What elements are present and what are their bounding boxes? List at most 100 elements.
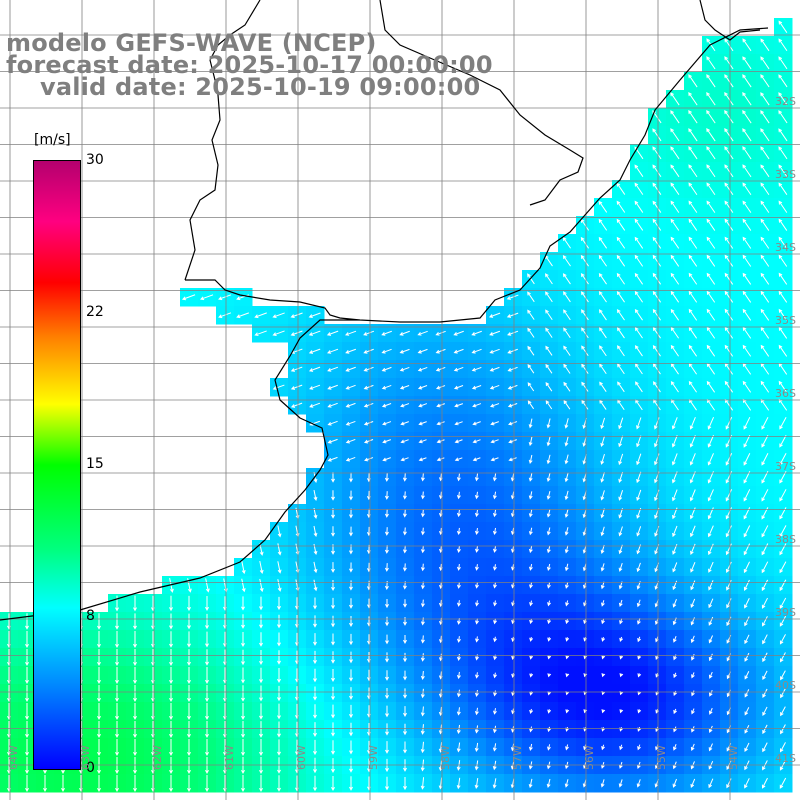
wind-arrow — [545, 327, 553, 338]
wind-arrow — [546, 778, 551, 788]
wind-arrow — [205, 667, 209, 685]
wind-arrow — [601, 637, 606, 642]
wind-arrow — [634, 272, 644, 285]
wind-arrow — [635, 381, 643, 393]
wind-arrow — [259, 614, 263, 629]
wind-arrow — [403, 688, 407, 699]
wind-arrow — [725, 435, 733, 448]
wind-arrow — [420, 706, 425, 717]
wind-arrow — [489, 348, 500, 354]
wind-arrow — [742, 308, 752, 321]
wind-arrow — [420, 741, 425, 754]
wind-arrow — [706, 110, 716, 124]
wind-arrow — [547, 709, 552, 714]
wind-arrow — [133, 739, 137, 757]
wind-arrow — [616, 200, 626, 213]
wind-arrow — [743, 453, 751, 466]
wind-arrow — [547, 600, 551, 607]
wind-arrow — [778, 200, 788, 213]
wind-arrow — [403, 599, 407, 608]
wind-arrow — [565, 744, 569, 751]
wind-arrow — [420, 509, 425, 518]
wind-arrow — [169, 721, 173, 739]
wind-arrow — [400, 439, 409, 444]
wind-arrow — [472, 457, 481, 462]
wind-arrow — [205, 578, 210, 593]
wind-arrow — [619, 709, 624, 714]
wind-arrow — [706, 290, 716, 303]
wind-arrow — [724, 218, 734, 231]
wind-arrow — [115, 739, 119, 757]
wind-arrow — [403, 706, 407, 717]
wind-arrow — [403, 723, 407, 736]
wind-arrow — [706, 92, 716, 106]
wind-arrow — [724, 290, 734, 303]
wind-arrow — [187, 595, 191, 612]
valid-date: valid date: 2025-10-19 09:00:00 — [40, 73, 481, 101]
wind-arrow — [580, 273, 589, 285]
wind-arrow — [331, 704, 335, 719]
wind-arrow — [349, 598, 353, 609]
wind-arrow — [744, 707, 750, 716]
wind-arrow — [507, 366, 518, 372]
wind-arrow — [673, 708, 677, 715]
wind-arrow — [601, 618, 605, 625]
wind-arrow — [688, 308, 698, 321]
wind-arrow — [744, 778, 750, 789]
wind-arrow — [241, 775, 245, 793]
wind-arrow — [384, 491, 389, 500]
wind-arrow — [489, 366, 500, 372]
wind-arrow — [327, 348, 339, 354]
wind-arrow — [565, 618, 570, 625]
wind-arrow — [402, 563, 407, 572]
wind-arrow — [529, 582, 533, 589]
wind-arrow — [402, 545, 407, 554]
wind-arrow — [331, 669, 335, 682]
wind-arrow — [115, 631, 119, 649]
wind-arrow — [546, 545, 551, 554]
wind-arrow — [133, 595, 137, 612]
wind-arrow — [400, 457, 409, 462]
wind-arrow — [364, 457, 374, 462]
wind-arrow — [241, 739, 245, 757]
wind-arrow — [779, 579, 787, 592]
wind-arrow — [600, 417, 606, 430]
wind-arrow — [277, 579, 282, 592]
wind-arrow — [456, 564, 461, 571]
wind-arrow — [97, 685, 101, 703]
wind-arrow — [277, 703, 281, 720]
wind-arrow — [617, 381, 625, 393]
wind-arrow — [456, 724, 461, 735]
wind-arrow — [761, 416, 769, 430]
wind-arrow — [670, 344, 679, 357]
wind-arrow — [474, 690, 479, 697]
wind-arrow — [527, 363, 535, 374]
wind-arrow — [688, 326, 698, 339]
wind-arrow — [760, 326, 770, 339]
wind-arrow — [688, 182, 698, 196]
wind-arrow — [688, 110, 698, 124]
wind-arrow — [331, 686, 335, 701]
wind-arrow — [327, 402, 338, 408]
wind-arrow — [778, 128, 788, 142]
wind-arrow — [169, 667, 173, 685]
longitude-label: 62W — [151, 745, 164, 770]
wind-arrow — [453, 385, 464, 390]
wind-arrow — [133, 667, 137, 685]
wind-arrow — [598, 236, 608, 249]
wind-arrow — [637, 636, 641, 643]
wind-arrow — [277, 739, 281, 756]
wind-arrow — [600, 508, 605, 519]
wind-arrow — [331, 633, 335, 646]
wind-arrow — [634, 254, 644, 267]
wind-arrow — [205, 739, 209, 757]
wind-arrow — [348, 508, 353, 519]
longitude-label: 59W — [367, 745, 380, 770]
wind-arrow — [743, 434, 751, 448]
wind-arrow — [97, 721, 101, 739]
wind-arrow — [363, 348, 374, 354]
wind-arrow — [97, 775, 101, 793]
wind-arrow — [580, 254, 589, 267]
wind-arrow — [637, 709, 642, 714]
wind-arrow — [634, 200, 644, 213]
